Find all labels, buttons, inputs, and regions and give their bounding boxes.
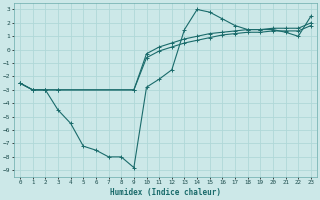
X-axis label: Humidex (Indice chaleur): Humidex (Indice chaleur) xyxy=(110,188,221,197)
